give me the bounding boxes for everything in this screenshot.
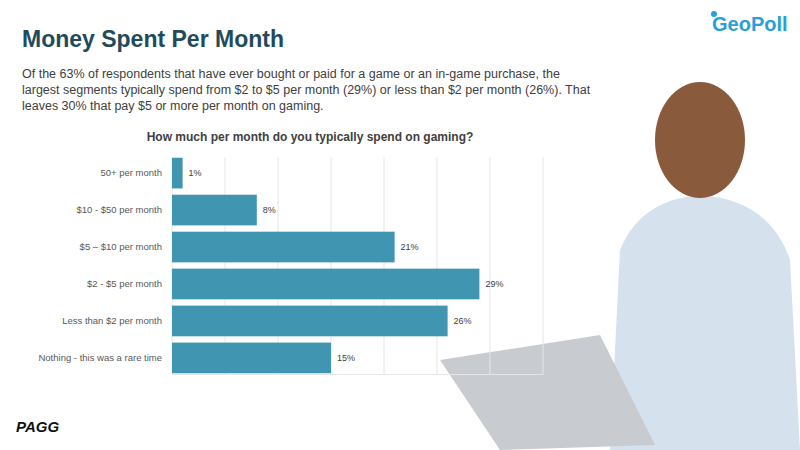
category-label: Nothing - this was a rare time <box>38 352 162 363</box>
grid-line <box>278 157 279 374</box>
chart-title: How much per month do you typically spen… <box>147 130 474 144</box>
photo-placeholder <box>440 82 800 450</box>
y-axis: 50+ per month $10 - $50 per month $5 – $10… <box>38 167 172 363</box>
bar <box>172 269 479 300</box>
bar <box>172 195 257 226</box>
sweater <box>610 195 800 450</box>
chart: How much per month do you typically spen… <box>0 0 800 450</box>
axis-line <box>173 374 544 375</box>
bar <box>172 232 395 263</box>
data-label: 8% <box>263 205 276 215</box>
geopoll-logo: GeoPoll <box>711 11 788 35</box>
category-label: $2 - $5 per month <box>87 278 162 289</box>
head <box>655 82 745 198</box>
y-tick: $10 - $50 per month <box>76 204 172 215</box>
bar <box>172 343 331 374</box>
pagg-logo: PAGG <box>16 418 59 435</box>
laptop <box>440 335 655 450</box>
data-label: 21% <box>401 242 419 252</box>
data-label: 15% <box>337 353 355 363</box>
grid-line <box>331 157 332 374</box>
grid <box>172 157 543 374</box>
y-tick: $2 - $5 per month <box>87 278 172 289</box>
category-label: Less than $2 per month <box>62 315 162 326</box>
y-tick: 50+ per month <box>100 167 172 178</box>
bars <box>172 158 479 374</box>
x-axis <box>173 374 544 376</box>
grid-line <box>172 157 173 374</box>
bar <box>172 158 183 189</box>
y-tick: Nothing - this was a rare time <box>38 352 172 363</box>
data-label: 29% <box>485 279 503 289</box>
category-label: 50+ per month <box>100 167 162 178</box>
grid-line <box>543 157 544 374</box>
grid-line <box>437 157 438 374</box>
category-label: $5 – $10 per month <box>80 241 162 252</box>
data-label: 1% <box>189 168 202 178</box>
grid-line <box>225 157 226 374</box>
grid-line <box>384 157 385 374</box>
subtitle: Of the 63% of respondents that have ever… <box>22 66 597 114</box>
bar <box>172 306 448 337</box>
logo-text: GeoPoll <box>712 13 788 35</box>
title: Money Spent Per Month <box>22 26 284 53</box>
data-label: 26% <box>454 316 472 326</box>
data-labels: 1% 8% 21% 29% 26% 15% <box>189 168 504 363</box>
y-tick: $5 – $10 per month <box>80 241 172 252</box>
category-label: $10 - $50 per month <box>76 204 162 215</box>
y-tick: Less than $2 per month <box>62 315 172 326</box>
grid-line <box>490 157 491 374</box>
